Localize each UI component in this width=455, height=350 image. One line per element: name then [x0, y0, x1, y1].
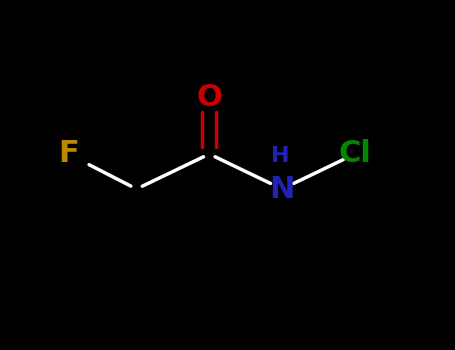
Text: H: H — [271, 146, 289, 166]
Text: Cl: Cl — [339, 140, 371, 168]
Text: N: N — [269, 175, 295, 203]
Text: F: F — [58, 140, 79, 168]
Text: O: O — [197, 84, 222, 112]
